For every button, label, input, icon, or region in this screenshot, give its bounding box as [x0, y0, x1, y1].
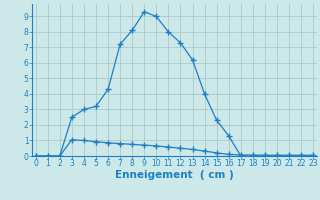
X-axis label: Enneigement  ( cm ): Enneigement ( cm ): [115, 170, 234, 180]
